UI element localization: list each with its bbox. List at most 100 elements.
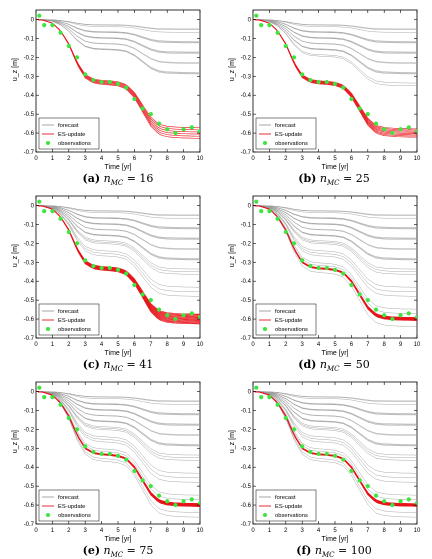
panel-label: (a) xyxy=(82,172,101,185)
forecast-line xyxy=(36,19,200,44)
forecast-line xyxy=(253,19,417,86)
x-tick-label: 6 xyxy=(133,528,137,534)
forecast-line xyxy=(36,391,200,456)
y-tick-label: -0.3 xyxy=(24,260,35,266)
y-tick-label: -0.3 xyxy=(241,260,252,266)
legend-swatch xyxy=(263,141,267,145)
observation-point xyxy=(132,96,137,102)
observation-point xyxy=(42,23,47,28)
y-axis-label: u_z [m] xyxy=(12,430,19,453)
observation-point xyxy=(58,30,63,35)
y-tick-label: -0.4 xyxy=(24,93,35,99)
legend-label: observations xyxy=(58,513,91,519)
observation-point xyxy=(124,457,129,462)
observation-point xyxy=(349,468,354,474)
observation-point xyxy=(308,449,313,455)
x-axis-label: Time [yr] xyxy=(105,350,132,357)
x-tick-label: 2 xyxy=(284,528,288,534)
x-tick-label: 10 xyxy=(414,528,421,534)
forecast-line xyxy=(253,19,417,84)
observation-point xyxy=(165,127,170,132)
observation-point xyxy=(267,395,272,400)
y-tick-label: -0.3 xyxy=(24,74,35,80)
forecast-line xyxy=(253,205,417,275)
y-tick-label: -0.4 xyxy=(241,93,252,99)
observation-point xyxy=(382,499,387,504)
y-tick-label: -0.4 xyxy=(241,279,252,285)
observation-point xyxy=(291,55,297,60)
x-axis-label: Time [yr] xyxy=(322,164,349,171)
legend-label: observations xyxy=(58,141,91,147)
x-tick-label: 6 xyxy=(133,342,137,348)
x-tick-label: 7 xyxy=(366,528,370,534)
legend-swatch xyxy=(46,513,50,517)
forecast-line xyxy=(36,391,200,513)
observation-point xyxy=(115,267,121,272)
x-tick-label: 4 xyxy=(100,342,104,348)
caption-value: = 25 xyxy=(339,172,370,185)
observation-point xyxy=(357,292,362,297)
forecast-line xyxy=(36,19,200,75)
forecast-line xyxy=(253,391,417,513)
x-tick-label: 3 xyxy=(84,156,88,162)
observation-point xyxy=(107,451,112,457)
forecast-line xyxy=(36,391,200,458)
observation-point xyxy=(165,499,170,504)
forecast-line xyxy=(253,205,417,230)
legend-swatch xyxy=(46,327,50,331)
observation-point xyxy=(83,444,88,449)
observation-point xyxy=(390,316,395,322)
observation-point xyxy=(398,499,403,504)
x-tick-label: 9 xyxy=(182,342,186,348)
observation-point xyxy=(308,263,313,269)
forecast-line xyxy=(36,205,200,270)
observation-point xyxy=(332,267,338,272)
caption-variable: n xyxy=(319,172,327,185)
observation-point xyxy=(341,457,346,462)
forecast-line xyxy=(253,205,417,293)
y-tick-label: -0.3 xyxy=(24,446,35,452)
observation-point xyxy=(140,292,145,297)
observation-point xyxy=(291,427,297,432)
forecast-line xyxy=(253,205,417,272)
caption-subscript: MC xyxy=(322,551,335,559)
x-axis-label: Time [yr] xyxy=(105,536,132,543)
observation-point xyxy=(365,298,370,303)
observation-point xyxy=(115,81,121,86)
x-tick-label: 3 xyxy=(84,528,88,534)
observation-point xyxy=(283,415,288,421)
observation-point xyxy=(124,85,129,90)
x-tick-label: 5 xyxy=(333,528,337,534)
legend-swatch xyxy=(46,141,50,145)
observation-point xyxy=(373,493,379,498)
forecast-line xyxy=(36,391,200,402)
observation-point xyxy=(300,444,305,449)
caption-subscript: MC xyxy=(326,179,340,188)
forecast-line xyxy=(36,19,200,33)
legend-swatch xyxy=(263,513,267,517)
x-tick-label: 1 xyxy=(51,156,55,162)
observation-point xyxy=(165,313,170,318)
y-tick-label: -0.7 xyxy=(241,150,252,156)
caption-value: = 16 xyxy=(123,172,154,185)
forecast-line xyxy=(253,205,417,288)
observation-point xyxy=(283,43,288,49)
x-tick-label: 1 xyxy=(268,342,272,348)
observation-point xyxy=(140,106,145,111)
y-tick-label: -0.2 xyxy=(24,427,35,433)
forecast-line xyxy=(253,391,417,461)
observation-point xyxy=(349,282,354,288)
observation-point xyxy=(414,315,417,320)
x-tick-label: 1 xyxy=(51,528,55,534)
x-tick-label: 1 xyxy=(268,156,272,162)
y-axis-label: u_z [m] xyxy=(229,430,236,453)
observation-point xyxy=(332,81,338,86)
caption-subscript: MC xyxy=(110,179,124,188)
observation-point xyxy=(357,478,362,483)
observation-point xyxy=(83,72,88,77)
panel-label: (d) xyxy=(298,358,317,371)
forecast-line xyxy=(36,391,200,501)
forecast-line xyxy=(36,205,200,275)
observation-point xyxy=(382,127,387,132)
observation-point xyxy=(37,13,42,18)
